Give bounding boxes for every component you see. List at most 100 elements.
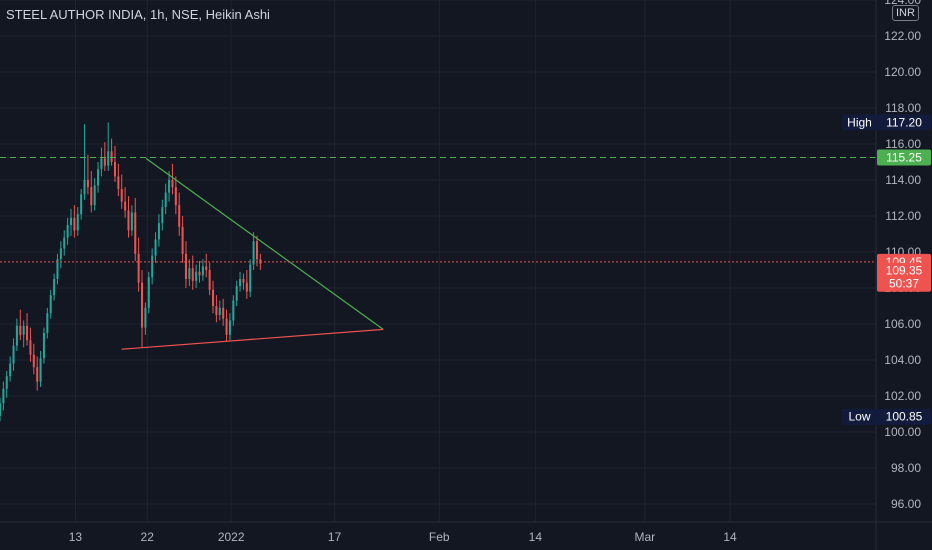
candle	[63, 230, 66, 256]
candle-body	[222, 307, 225, 319]
candle	[242, 273, 245, 290]
candle	[29, 327, 32, 362]
candle-body	[208, 270, 211, 290]
y-tick-label: 104.00	[884, 353, 921, 367]
low-tag-value: 100.85	[886, 410, 923, 424]
resistance-level-tag-bg	[877, 149, 931, 166]
candle	[144, 302, 147, 335]
candle-body	[218, 307, 221, 315]
candle	[59, 241, 62, 269]
candle	[110, 138, 113, 166]
candle	[127, 196, 130, 238]
candle	[76, 207, 79, 236]
candle	[195, 264, 198, 288]
candle-body	[100, 158, 103, 170]
x-tick-label: 2022	[218, 530, 245, 544]
candle	[46, 307, 49, 339]
candle-body	[12, 345, 15, 364]
candle	[157, 214, 160, 247]
y-tick-label: 120.00	[884, 65, 921, 79]
candle-body	[212, 289, 215, 306]
candle	[97, 162, 100, 193]
candle-body	[147, 277, 150, 308]
candle-body	[141, 282, 144, 328]
candle	[49, 289, 52, 319]
candle-body	[198, 271, 201, 276]
candle-body	[235, 286, 238, 301]
y-tick-label: 122.00	[884, 29, 921, 43]
y-tick-label: 124.00	[884, 0, 921, 7]
candle-body	[97, 169, 100, 186]
candle-body	[239, 279, 242, 287]
candle	[0, 397, 2, 422]
candle	[188, 259, 191, 287]
candle-body	[66, 225, 69, 238]
candle-body	[2, 388, 5, 404]
candle-body	[69, 217, 73, 225]
x-tick-label: Mar	[634, 530, 655, 544]
candle	[117, 163, 120, 197]
candle	[42, 327, 45, 364]
resistance-level-tag-value: 115.25	[886, 151, 922, 165]
candle-body	[255, 241, 258, 260]
candle-body	[46, 313, 49, 333]
candle-body	[49, 295, 52, 314]
candle	[5, 370, 8, 398]
candle-body	[144, 307, 147, 328]
candle-body	[56, 259, 59, 279]
candle-body	[73, 217, 76, 231]
candle-body	[63, 237, 66, 249]
y-tick-label: 100.00	[884, 425, 921, 439]
drawings[interactable]	[0, 157, 876, 350]
candle-body	[127, 210, 130, 231]
candle	[69, 208, 73, 236]
candle-body	[113, 162, 116, 177]
low-tag: 100.85 Low	[842, 408, 931, 425]
candle	[232, 295, 235, 326]
candle	[36, 356, 39, 391]
candle-body	[245, 282, 248, 292]
candles[interactable]	[0, 122, 262, 422]
candle-body	[80, 194, 83, 215]
candle	[147, 271, 150, 314]
candle-body	[249, 264, 252, 292]
x-tick-label: 14	[529, 530, 543, 544]
candle	[22, 320, 25, 348]
candle	[90, 171, 93, 213]
y-tick-label: 118.00	[885, 101, 921, 115]
currency-badge[interactable]: INR	[892, 5, 919, 21]
candle	[100, 147, 103, 177]
candle	[113, 145, 116, 182]
candle	[151, 248, 154, 285]
candle	[235, 280, 238, 306]
grid	[0, 0, 876, 522]
candle-body	[242, 279, 245, 283]
candle-body	[22, 325, 25, 335]
candle-body	[26, 325, 29, 341]
candle	[124, 187, 127, 218]
candle	[19, 309, 22, 341]
candle	[134, 198, 137, 261]
support-trendline	[121, 328, 384, 350]
candle-body	[5, 376, 8, 389]
price-tags: 117.20High100.85Low109.45109.3550:37115.…	[842, 114, 931, 425]
candle-body	[83, 180, 86, 195]
x-tick-label: Feb	[429, 530, 450, 544]
candle-body	[174, 187, 177, 206]
candle	[130, 205, 133, 236]
candle-body	[205, 266, 208, 270]
candle-body	[15, 325, 18, 346]
candle-body	[195, 271, 198, 281]
candle-body	[130, 212, 133, 231]
y-tick-label: 116.00	[885, 137, 921, 151]
candle-body	[110, 151, 113, 162]
candle	[137, 237, 140, 292]
candle-body	[168, 180, 171, 193]
candle	[66, 217, 69, 245]
candle-body	[134, 212, 137, 254]
candle	[73, 205, 76, 238]
